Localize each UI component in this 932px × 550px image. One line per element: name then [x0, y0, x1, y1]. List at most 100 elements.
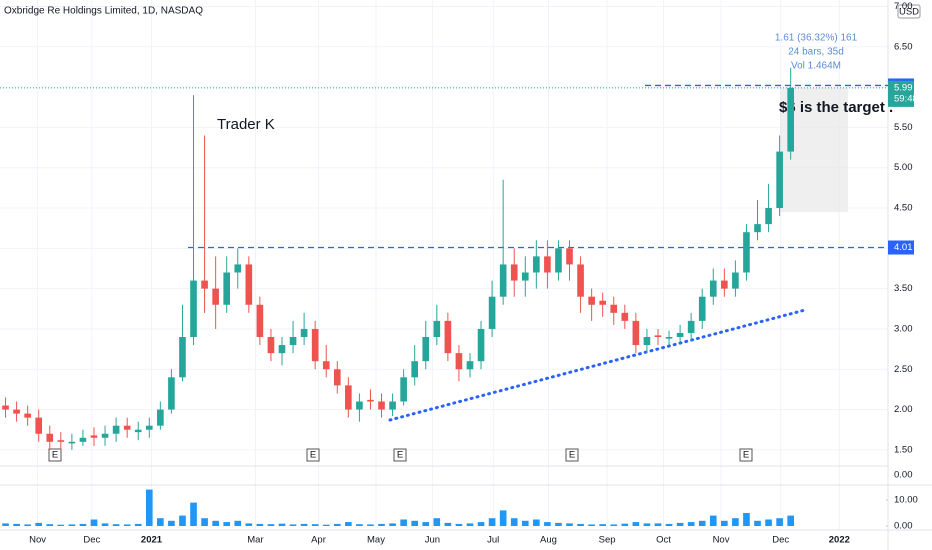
candle-body [168, 377, 175, 410]
candle-body [79, 437, 87, 442]
candle-body [732, 272, 739, 289]
volume-bar [787, 515, 795, 526]
volume-bar [743, 513, 750, 526]
volume-bar [709, 515, 717, 526]
candle-body [621, 312, 629, 321]
volume-bar [665, 523, 673, 526]
candle-body [610, 304, 618, 313]
candle-body [488, 296, 496, 329]
volume-bar [411, 520, 419, 526]
currency-box [897, 4, 921, 19]
volume-bar [278, 523, 286, 526]
y-tick-label: 5.00 [894, 162, 913, 173]
candle-body [278, 345, 286, 354]
candle-body [389, 401, 396, 410]
candle-body [256, 304, 264, 338]
candle-body [289, 337, 297, 346]
candle-body [245, 264, 253, 305]
trend-line [388, 308, 807, 422]
x-tick-label: Oct [656, 535, 671, 546]
volume-bar [234, 520, 242, 526]
earnings-markers: E E E E E [48, 448, 753, 462]
candle-body [157, 409, 164, 426]
candle-body [776, 151, 783, 209]
candle-body [90, 435, 98, 438]
volume-bar [333, 523, 341, 526]
y-tick-label: 0.00 [894, 470, 913, 481]
candle-body [378, 401, 385, 410]
volume-bar [455, 523, 463, 526]
volume-bar [57, 524, 65, 526]
target-note: $6 is the target . [779, 99, 893, 116]
volume-bar [754, 520, 761, 526]
candle-body [444, 320, 452, 354]
volume-bar [466, 523, 474, 526]
volume-bar [212, 520, 219, 526]
volume-bar [179, 515, 186, 526]
volume-bar [2, 523, 9, 526]
candle-body [13, 409, 20, 414]
volume-bar [433, 518, 441, 526]
volume-bar [400, 519, 407, 526]
candle-body [101, 433, 109, 438]
candle-body [422, 337, 430, 362]
volume-bar [378, 523, 385, 526]
candle-body [721, 280, 728, 289]
volume-bar [201, 518, 208, 526]
volume-bar [145, 489, 153, 526]
x-tick-label: Jun [425, 535, 440, 546]
price-tag [888, 80, 914, 107]
candle-body [754, 224, 761, 233]
candle-body [533, 256, 540, 273]
volume-bar [68, 524, 76, 526]
y-tick-label: 1.50 [894, 444, 913, 455]
candle-body [433, 320, 441, 338]
earnings-label: E [743, 450, 749, 461]
candle-body [2, 405, 9, 410]
volume-bar [488, 518, 496, 526]
volume-bar [643, 523, 651, 526]
candle-body [356, 401, 363, 410]
earnings-box [48, 448, 62, 462]
volume-bar [168, 520, 175, 526]
candle-body [466, 361, 474, 370]
volume-bar [776, 518, 783, 526]
y-tick-label: 3.00 [894, 323, 913, 334]
y-tick-label: 10.00 [894, 495, 918, 506]
volume-bar [499, 510, 507, 526]
x-tick-label: May [367, 535, 385, 546]
volume-bar [123, 524, 131, 526]
volume-bar [24, 524, 31, 526]
candle-body [179, 337, 186, 378]
candle-body [145, 425, 153, 430]
candle-body [267, 337, 275, 354]
volume-bar [256, 523, 264, 526]
candle-body [787, 87, 795, 152]
x-tick-label: Apr [311, 535, 326, 546]
candle-body [134, 429, 142, 433]
volume-bar [721, 520, 728, 526]
x-tick-label: 2021 [141, 535, 163, 546]
candle-body [566, 248, 573, 265]
candle-body [455, 353, 463, 370]
candle-body [599, 300, 607, 305]
volume-bar [765, 519, 772, 526]
countdown: 59:48 [894, 93, 918, 104]
volume-bar [46, 524, 54, 526]
x-tick-label: Mar [247, 535, 263, 546]
candle-body [544, 256, 551, 273]
volume-bar [190, 502, 197, 526]
y-tick-label: 4.50 [894, 203, 913, 214]
volume-bar [477, 522, 485, 526]
x-tick-label: Sep [599, 535, 616, 546]
candle-body [555, 248, 562, 273]
volume-bar [90, 519, 98, 526]
candle-body [300, 328, 308, 338]
volume-bar [13, 523, 20, 526]
candle-body [577, 264, 584, 297]
volume-bar [444, 522, 452, 526]
measure-text: 1.61 (36.32%) 161 [775, 33, 858, 44]
y-tick-label: 2.00 [894, 404, 913, 415]
